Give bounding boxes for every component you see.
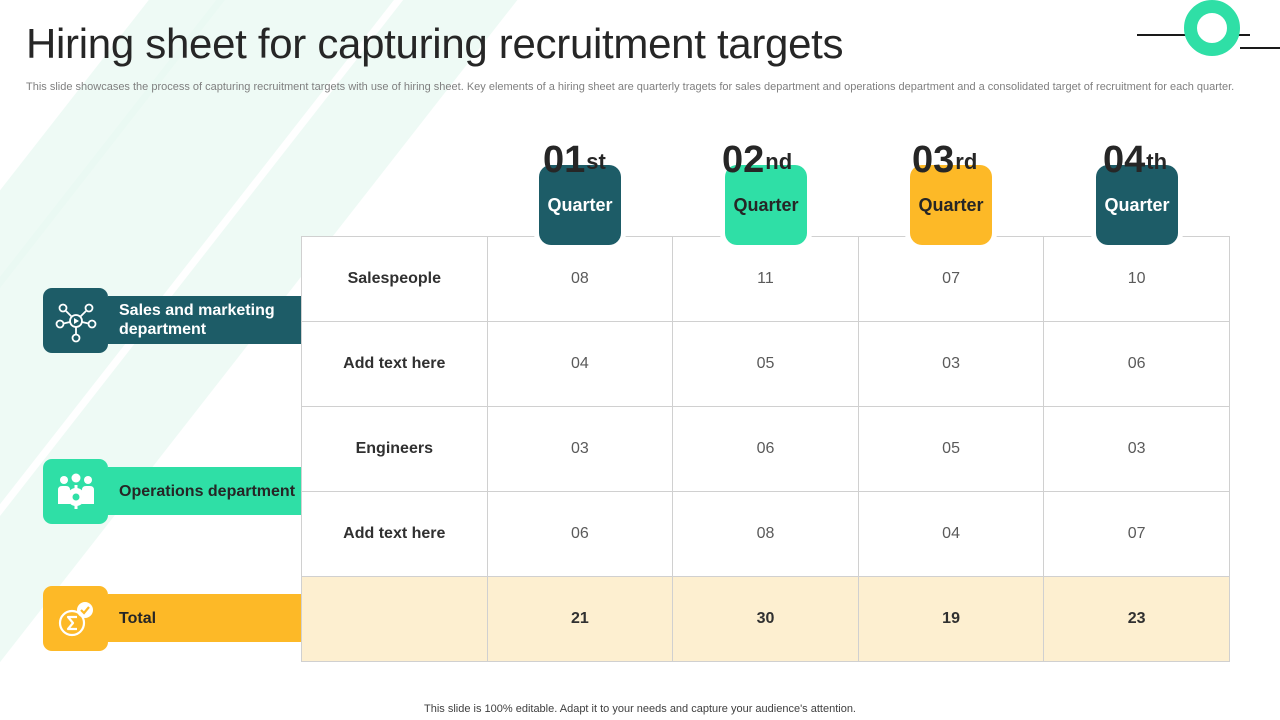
- total-cell: 23: [1043, 576, 1230, 662]
- table-cell: 03: [1043, 406, 1230, 492]
- quarter-number: 03rd: [912, 139, 978, 181]
- operations-department-label: Operations department: [119, 482, 296, 500]
- decorative-ring: [1184, 0, 1240, 56]
- row-label: Engineers: [301, 406, 488, 492]
- table-cell: 04: [857, 491, 1045, 577]
- sigma-check-icon: [43, 586, 108, 651]
- row-label: Add text here: [301, 321, 488, 407]
- table-cell: 03: [486, 406, 674, 492]
- total-label-cell: [301, 576, 488, 662]
- total-cell: 21: [486, 576, 674, 662]
- quarter-number: 02nd: [722, 139, 793, 181]
- quarter-card-3: Quarter: [910, 165, 992, 245]
- table-cell: 08: [672, 491, 859, 577]
- quarter-number: 04th: [1103, 139, 1168, 181]
- table-cell: 05: [857, 406, 1045, 492]
- quarter-card-4: Quarter: [1096, 165, 1178, 245]
- sales-department-label: Sales and marketing department: [119, 302, 275, 338]
- row-label: Salespeople: [301, 236, 488, 322]
- table-cell: 04: [486, 321, 674, 407]
- table-cell: 03: [857, 321, 1045, 407]
- table-cell: 11: [672, 236, 859, 322]
- hiring-table: Salespeople 08 11 07 10 Add text here 04…: [301, 236, 1230, 662]
- total-label: Total: [119, 609, 157, 627]
- table-row: Add text here 04 05 03 06: [301, 321, 1230, 407]
- table-cell: 07: [857, 236, 1045, 322]
- decorative-line: [1240, 47, 1280, 49]
- operations-department-bar: Operations department: [108, 467, 301, 515]
- row-label: Add text here: [301, 491, 488, 577]
- table-cell: 08: [486, 236, 674, 322]
- quarter-card-2: Quarter: [725, 165, 807, 245]
- table-row: Add text here 06 08 04 07: [301, 491, 1230, 577]
- network-icon: [43, 288, 108, 353]
- total-bar: Total: [108, 594, 301, 642]
- quarter-number: 01st: [543, 139, 606, 181]
- table-row: Engineers 03 06 05 03: [301, 406, 1230, 492]
- table-row: Salespeople 08 11 07 10: [301, 236, 1230, 322]
- table-cell: 10: [1043, 236, 1230, 322]
- total-cell: 19: [857, 576, 1045, 662]
- total-row: 21 30 19 23: [301, 576, 1230, 662]
- table-cell: 06: [486, 491, 674, 577]
- table-cell: 06: [1043, 321, 1230, 407]
- team-gear-icon: [43, 459, 108, 524]
- table-cell: 05: [672, 321, 859, 407]
- sales-department-bar: Sales and marketing department: [108, 296, 301, 344]
- total-cell: 30: [672, 576, 859, 662]
- quarter-card-1: Quarter: [539, 165, 621, 245]
- page-title: Hiring sheet for capturing recruitment t…: [26, 20, 844, 67]
- page-subtitle: This slide showcases the process of capt…: [26, 81, 1235, 93]
- table-cell: 07: [1043, 491, 1230, 577]
- table-cell: 06: [672, 406, 859, 492]
- footer-note: This slide is 100% editable. Adapt it to…: [424, 703, 856, 715]
